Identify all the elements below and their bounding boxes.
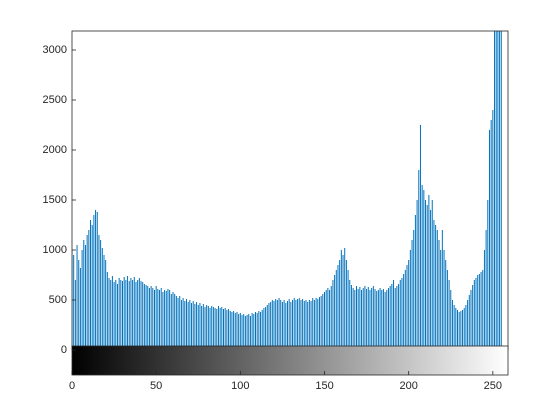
y-tick-label: 0 xyxy=(61,344,67,356)
y-tick-label: 2500 xyxy=(43,94,67,106)
y-tick-label: 2000 xyxy=(43,144,67,156)
x-tick-label: 0 xyxy=(69,380,75,392)
x-tick-label: 200 xyxy=(399,380,417,392)
y-tick-label: 1500 xyxy=(43,194,67,206)
y-tick-label: 1000 xyxy=(43,244,67,256)
y-tick-label: 3000 xyxy=(43,44,67,56)
x-tick-label: 250 xyxy=(484,380,502,392)
gray-colorbar xyxy=(71,345,509,376)
x-tick-label: 50 xyxy=(150,380,162,392)
y-tick-label: 500 xyxy=(49,294,67,306)
x-tick-label: 100 xyxy=(231,380,249,392)
stems xyxy=(72,31,502,350)
x-tick-label: 150 xyxy=(315,380,333,392)
